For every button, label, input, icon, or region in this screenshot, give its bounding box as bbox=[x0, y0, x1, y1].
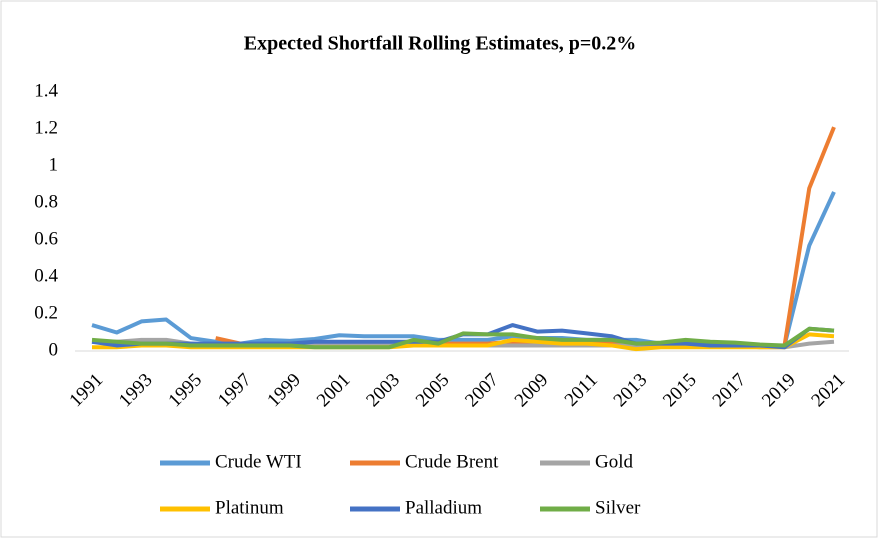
chart-title: Expected Shortfall Rolling Estimates, p=… bbox=[244, 33, 637, 55]
y-tick-label: 1.2 bbox=[34, 117, 58, 138]
legend-label: Palladium bbox=[405, 497, 482, 518]
y-tick-label: 0.6 bbox=[34, 228, 58, 249]
legend-label: Crude Brent bbox=[405, 451, 499, 472]
legend-label: Silver bbox=[595, 497, 641, 518]
legend-label: Crude WTI bbox=[215, 451, 302, 472]
legend-label: Platinum bbox=[215, 497, 284, 518]
y-tick-label: 0.2 bbox=[34, 302, 58, 323]
series-line bbox=[91, 326, 835, 350]
y-tick-label: 1.4 bbox=[34, 80, 58, 101]
y-tick-label: 0 bbox=[49, 339, 59, 360]
y-tick-label: 1 bbox=[49, 154, 59, 175]
y-tick-label: 0.4 bbox=[34, 265, 58, 286]
legend-label: Gold bbox=[595, 451, 634, 472]
y-tick-label: 0.8 bbox=[34, 191, 58, 212]
